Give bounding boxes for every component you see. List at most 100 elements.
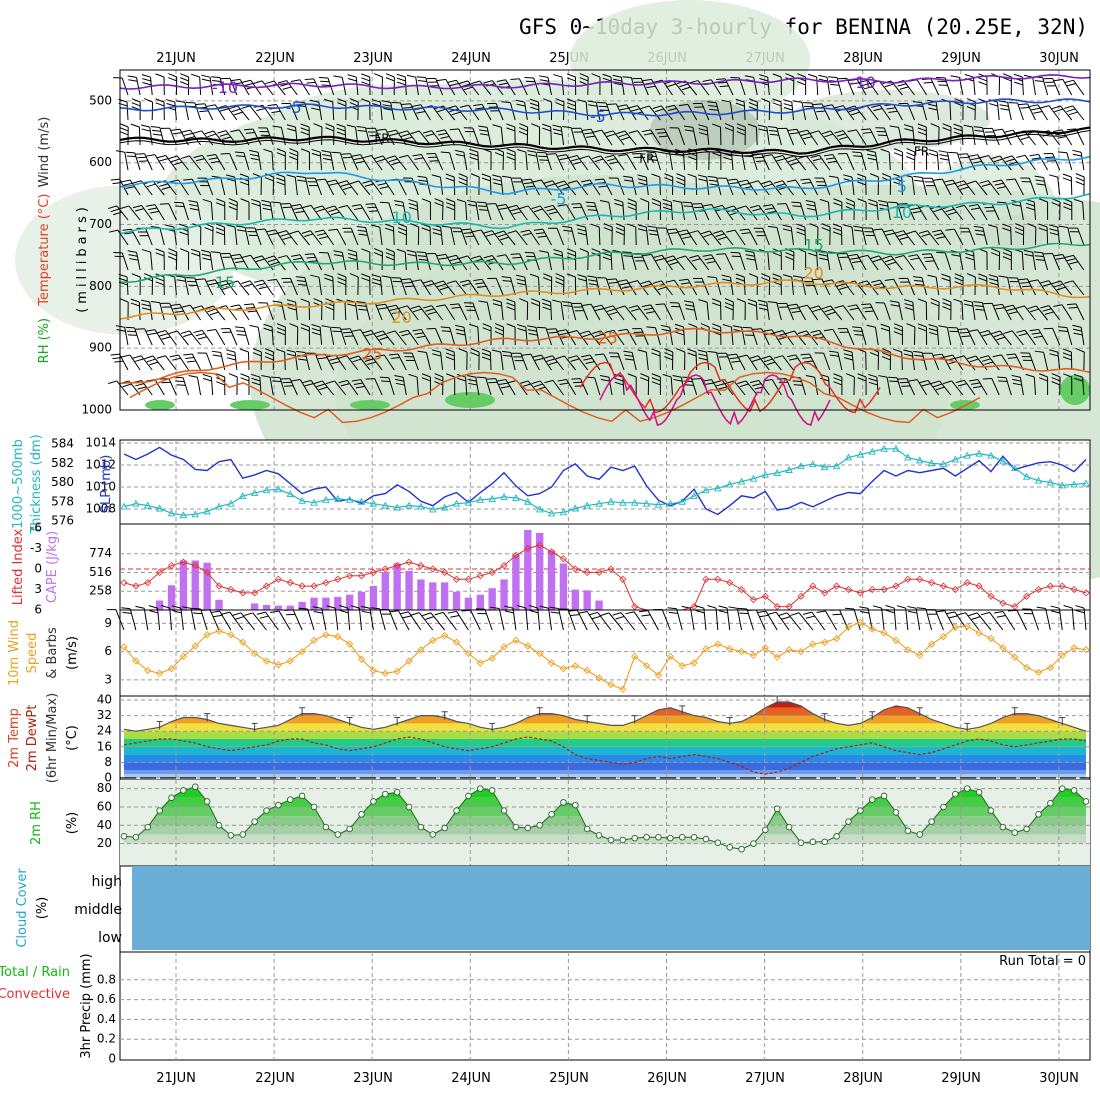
wind-barb xyxy=(316,178,335,196)
wind-barb xyxy=(716,253,734,271)
thickness-point xyxy=(607,497,615,505)
isotherm--10 xyxy=(119,74,1091,90)
contour-label: FR xyxy=(914,145,929,159)
wind-barb xyxy=(446,198,456,221)
wind-barb xyxy=(289,323,299,346)
isotherm-FR xyxy=(119,126,1091,155)
wind-barb xyxy=(632,327,649,346)
wind-barb xyxy=(1064,254,1085,271)
temp-band xyxy=(124,762,1086,771)
lifted-index-point xyxy=(821,589,829,597)
wind-barb xyxy=(321,325,335,346)
wind-barb xyxy=(544,379,565,396)
cape-bar xyxy=(571,589,579,610)
wind-barb xyxy=(536,326,552,346)
lifted-index-point xyxy=(809,582,817,590)
wind-barb xyxy=(341,328,359,346)
minmax-marker xyxy=(584,715,591,724)
wind-barb xyxy=(296,175,310,196)
wind-barb xyxy=(146,154,165,171)
wind-barb xyxy=(403,352,419,371)
lifted-index-point xyxy=(417,562,425,570)
wind-barb xyxy=(517,324,528,346)
wind-barb xyxy=(537,151,552,171)
wind-barb xyxy=(319,251,335,271)
wind-barb xyxy=(166,99,177,121)
wind-barb xyxy=(993,303,1012,321)
wind-barb xyxy=(539,605,553,631)
minmax-marker xyxy=(774,695,781,705)
wind-barb xyxy=(893,348,903,371)
wind-barb xyxy=(148,605,161,631)
rh2m-point xyxy=(346,825,353,833)
wind-barb xyxy=(249,324,262,346)
rh2m-point xyxy=(120,833,128,840)
wind-barb xyxy=(647,225,661,246)
wind-barb xyxy=(341,153,359,171)
wind-barb xyxy=(132,355,153,371)
wind-barb xyxy=(422,612,446,631)
wind10m-point xyxy=(203,631,211,639)
lifted-index-point xyxy=(132,582,140,590)
rh2m-point xyxy=(821,838,828,846)
wind-barb xyxy=(176,100,189,121)
rh2m-panel: 20 40 60 80 2m RH (%) xyxy=(29,779,1091,867)
wind-barb xyxy=(426,327,444,346)
wind-barb xyxy=(980,611,1004,631)
wind-barb xyxy=(786,354,807,371)
wind-barb xyxy=(529,98,540,121)
cape-bar xyxy=(179,560,188,610)
wind-barb xyxy=(655,303,673,321)
thickness-point xyxy=(274,485,283,493)
cape-bar xyxy=(524,530,532,610)
wind-barb xyxy=(590,223,601,246)
wind-barb xyxy=(660,324,673,346)
wind-barb xyxy=(861,128,879,146)
wind-barb xyxy=(819,198,831,221)
wind-barb xyxy=(1051,105,1073,121)
thickness-point xyxy=(345,495,354,503)
run-total: Run Total = 0 xyxy=(999,954,1086,969)
wind-barb xyxy=(1057,326,1073,346)
wind10m-point xyxy=(191,642,199,650)
thickness-point xyxy=(334,494,342,502)
wind-barb xyxy=(1038,198,1049,221)
wind-barb xyxy=(627,373,637,396)
lifted-index-point xyxy=(607,565,615,573)
wind-barb xyxy=(828,175,843,196)
rh2m-point xyxy=(453,807,460,814)
wind-barb xyxy=(587,275,601,296)
wind-barb xyxy=(917,298,928,321)
wind-barb xyxy=(948,151,964,171)
thickness-point xyxy=(904,453,912,461)
wind-barb xyxy=(1057,151,1073,171)
wind-barb xyxy=(991,155,1012,171)
wind-barb xyxy=(998,275,1012,296)
rh2m-point xyxy=(239,831,247,838)
thickness-point xyxy=(880,444,888,452)
rh2m-point xyxy=(1058,785,1066,792)
wind-barb xyxy=(362,180,383,196)
lifted-index-point xyxy=(298,582,306,590)
wind-barb xyxy=(140,299,153,321)
wind10m-point xyxy=(381,669,389,677)
wind-barb xyxy=(768,225,782,246)
thickness-label-a: 1000~500mb xyxy=(11,439,26,529)
wind-barb xyxy=(652,105,673,121)
wind-barb xyxy=(898,277,915,296)
thickness-tick: 580 xyxy=(51,475,74,489)
wind-barb xyxy=(410,130,431,146)
wind-barb xyxy=(568,155,589,171)
isotherm-25 xyxy=(119,327,1091,385)
lifted-index-point xyxy=(405,558,413,566)
wind-barb xyxy=(256,228,274,246)
wind-barb xyxy=(954,98,964,121)
wind-barb xyxy=(718,605,731,631)
wind-barb xyxy=(476,201,492,221)
wind-barb xyxy=(868,373,879,396)
minmax-marker xyxy=(916,707,923,716)
wind-barb xyxy=(492,124,504,146)
wind-barb xyxy=(188,200,202,221)
wind-barb xyxy=(579,330,601,346)
wind-barb xyxy=(555,273,565,296)
